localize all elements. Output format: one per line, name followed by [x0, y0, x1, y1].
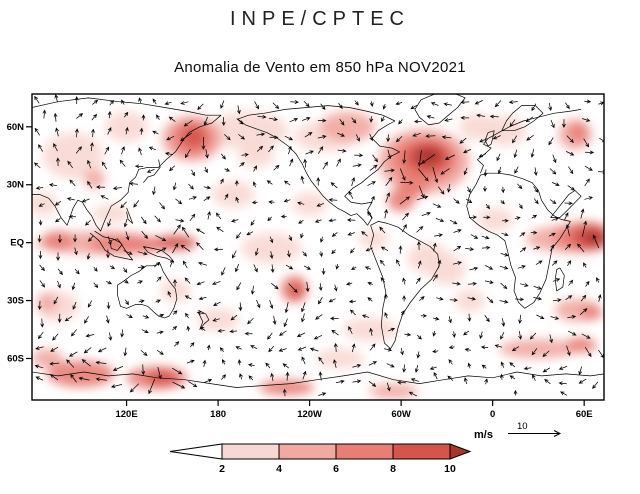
reference-vector: m/s 10	[474, 421, 562, 441]
x-tick-label: 0	[490, 409, 495, 420]
anomaly-shading	[32, 111, 604, 399]
colorbar-label: 10	[444, 463, 456, 475]
x-tick-label: 120E	[115, 409, 137, 420]
x-tick-label: 120W	[297, 409, 322, 420]
coastline	[143, 159, 161, 184]
colorbar-segment	[221, 443, 280, 460]
y-tick-label: 30N	[7, 180, 25, 191]
x-tick-label: 60E	[576, 409, 593, 420]
map-border	[31, 93, 605, 401]
colorbar: 2 4 6 8 10	[169, 443, 472, 475]
coastline	[237, 118, 368, 226]
y-tick-label: EQ	[10, 238, 24, 249]
y-tick-label: 60S	[7, 353, 24, 364]
reference-arrow-head	[553, 430, 562, 437]
coastline	[550, 190, 582, 218]
coastline	[32, 371, 604, 388]
coastline	[344, 120, 400, 226]
x-tick-label: 60W	[391, 409, 411, 420]
coastline	[32, 97, 222, 116]
coastline	[554, 267, 565, 292]
coastline	[237, 105, 396, 122]
axes: 120E 180 120W 60W 0 60E 60N 30N EQ 30S 60S	[7, 122, 593, 420]
coastline	[32, 114, 222, 232]
map-area	[31, 93, 605, 401]
y-tick-label: 30S	[7, 296, 24, 307]
colorbar-segment	[392, 443, 451, 460]
coastline	[370, 221, 440, 350]
page-title: INPE/CPTEC	[229, 8, 411, 30]
coastline	[109, 238, 123, 251]
coastline	[501, 105, 544, 132]
chart-title: Anomalia de Vento em 850 hPa NOV2021	[174, 59, 466, 76]
wind-vectors	[33, 94, 604, 397]
coastline	[484, 130, 495, 147]
coastline	[143, 246, 175, 263]
colorbar-segment	[278, 443, 337, 460]
x-tick-label: 180	[210, 409, 226, 420]
coastline	[89, 230, 134, 261]
colorbar-label: 8	[390, 463, 396, 475]
reference-value-label: 10	[517, 421, 528, 432]
colorbar-label: 4	[276, 463, 282, 475]
colorbar-left-cap	[169, 443, 223, 460]
coastline	[117, 263, 178, 319]
colorbar-label: 6	[333, 463, 339, 475]
reference-units-label: m/s	[474, 429, 493, 441]
coastline	[197, 309, 210, 330]
coastline	[414, 94, 466, 126]
coastlines	[32, 94, 604, 388]
y-tick-label: 60N	[7, 122, 25, 133]
coastline	[126, 207, 134, 224]
colorbar-label: 2	[219, 463, 225, 475]
coastline	[466, 172, 571, 309]
colorbar-segment	[335, 443, 394, 460]
colorbar-right-cap	[449, 443, 472, 460]
